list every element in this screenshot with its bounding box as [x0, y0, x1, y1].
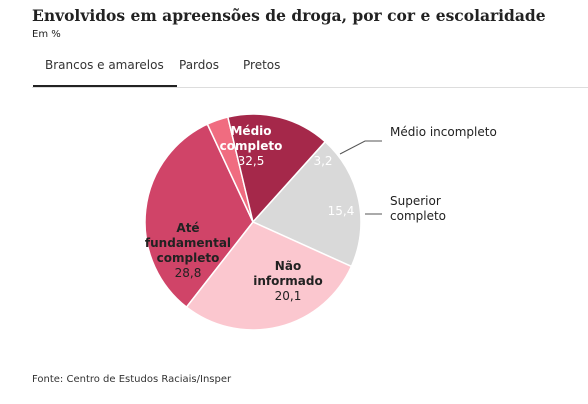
slice-label-line: Até	[176, 221, 199, 235]
pie-slice-superior-completo	[226, 113, 327, 224]
tabs-divider	[32, 87, 588, 88]
slice-label-line: informado	[253, 274, 322, 288]
pie-slice-nao-informado	[251, 140, 362, 268]
tab-pretos[interactable]: Pretos	[243, 58, 281, 72]
slice-label-nao-informado: Não informado 20,1	[253, 259, 322, 303]
chart-title: Envolvidos em apreensões de droga, por c…	[32, 6, 546, 25]
slice-label-line: Superior	[390, 194, 441, 208]
leader-line-medio-incompleto	[339, 140, 382, 155]
slice-label-line: fundamental	[145, 236, 231, 250]
slice-label-superior-completo: Superior completo	[390, 194, 446, 223]
slice-value-superior-completo: 15,4	[328, 204, 355, 218]
slice-label-line: completo	[390, 209, 446, 223]
slice-label-line: completo	[220, 139, 283, 153]
slice-value-nao-informado: 20,1	[275, 289, 302, 303]
category-tabs: Brancos e amarelos Pardos Pretos	[32, 56, 588, 88]
slice-label-line: Médio	[230, 124, 271, 138]
slice-label-medio-completo: Médio completo 32,5	[220, 124, 283, 168]
slice-label-line: Não	[275, 259, 301, 273]
slice-label-medio-incompleto: Médio incompleto	[390, 125, 497, 139]
pie-slice-ate-fundamental-completo	[185, 221, 353, 331]
slice-label-ate-fundamental-completo: Até fundamental completo 28,8	[145, 221, 231, 280]
slice-label-line: Médio incompleto	[390, 125, 497, 139]
source-note: Fonte: Centro de Estudos Raciais/Insper	[32, 374, 232, 385]
slice-value-medio-incompleto: 3,2	[313, 154, 332, 168]
slice-value-medio-completo: 32,5	[238, 154, 265, 168]
tab-brancos-e-amarelos[interactable]: Brancos e amarelos	[33, 58, 177, 88]
slice-value-ate-fundamental-completo: 28,8	[175, 266, 202, 280]
chart-subtitle: Em %	[32, 29, 61, 40]
tab-pardos[interactable]: Pardos	[179, 58, 219, 72]
slice-label-line: completo	[157, 251, 220, 265]
pie-slice-medio-completo	[144, 123, 254, 309]
